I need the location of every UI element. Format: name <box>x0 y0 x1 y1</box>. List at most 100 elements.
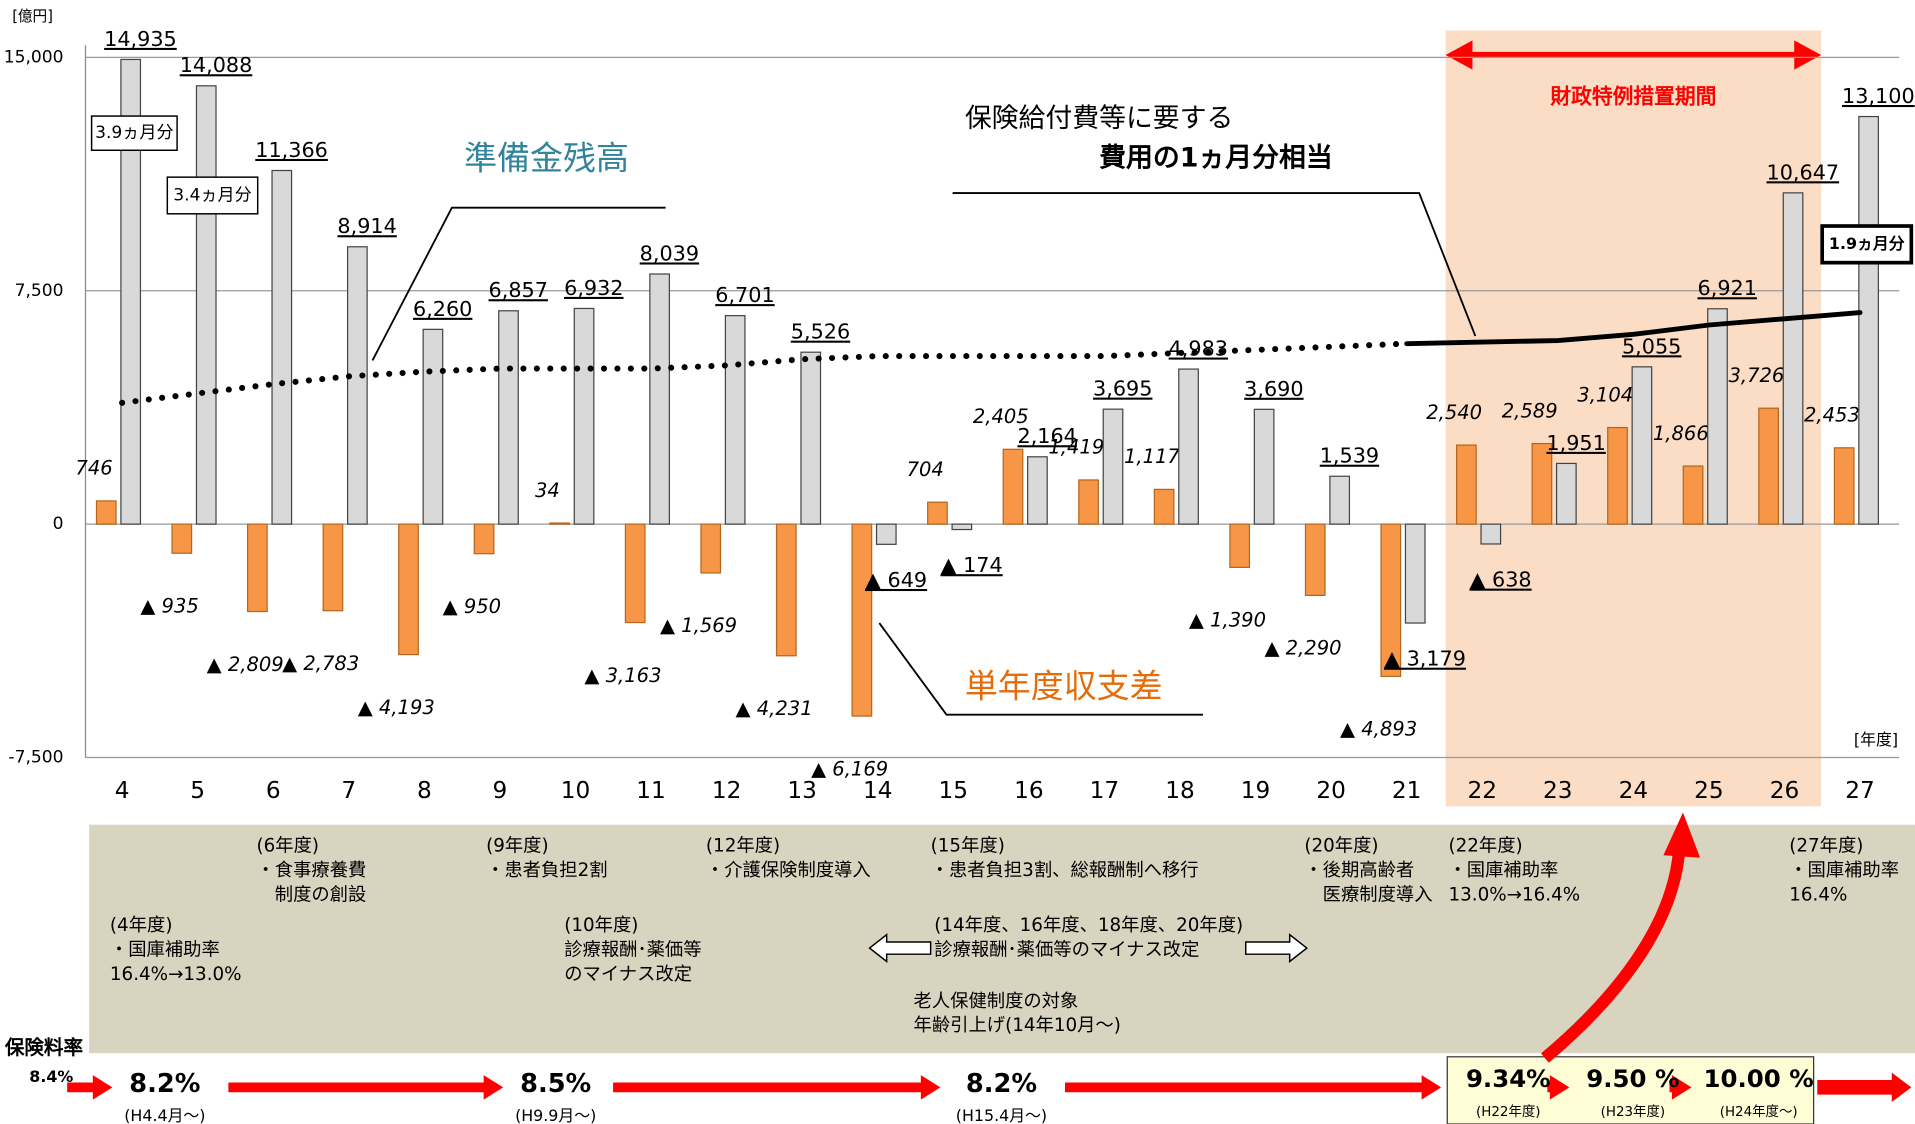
bar <box>700 523 722 574</box>
value-label: ▲ 4,231 <box>736 697 813 720</box>
value-label: 1,951 <box>1546 431 1605 455</box>
x-tick-label: 13 <box>787 777 817 804</box>
x-tick-label: 6 <box>266 777 281 804</box>
x-tick-label: 5 <box>190 777 205 804</box>
series-label: 準備金残高 <box>464 139 629 178</box>
bar <box>800 351 822 525</box>
value-label: 746 <box>75 457 112 480</box>
series-label: 単年度収支差 <box>965 666 1163 705</box>
bar <box>195 85 217 525</box>
period-label: 財政特例措置期間 <box>1550 85 1716 109</box>
rate-value: 9.50 % <box>1586 1064 1679 1093</box>
bar <box>1758 407 1779 525</box>
y-tick-label: 15,000 <box>4 47 64 67</box>
value-label: 1,866 <box>1653 422 1709 445</box>
bar <box>549 522 571 525</box>
bar <box>1858 115 1879 525</box>
value-label: 2,453 <box>1804 404 1860 427</box>
note-text: (9年度) <box>486 836 549 857</box>
note-text: ・患者負担3割、総報酬制へ移行 <box>931 860 1199 881</box>
note-text: 13.0%→16.4% <box>1448 885 1580 906</box>
bar <box>1555 462 1577 525</box>
x-tick-label: 24 <box>1619 777 1649 804</box>
value-label: 704 <box>907 458 944 481</box>
bar <box>498 310 519 525</box>
bar <box>1631 366 1653 525</box>
value-label: 2,589 <box>1502 399 1558 422</box>
bar <box>1253 408 1275 525</box>
bar <box>346 246 368 525</box>
rate-value: 9.34% <box>1466 1064 1551 1093</box>
value-label: 2,540 <box>1426 401 1482 424</box>
rate-arrow <box>67 1075 113 1100</box>
bar <box>1027 456 1048 525</box>
note-text: (10年度) <box>564 915 638 936</box>
month-box-label: 1.9ヵ月分 <box>1829 234 1905 253</box>
rate-arrow <box>1064 1075 1442 1100</box>
line-label: 保険給付費等に要する <box>965 103 1234 134</box>
bar <box>1607 426 1628 525</box>
rate-arrow <box>1669 1075 1692 1100</box>
note-text: 診療報酬･薬価等のマイナス改定 <box>934 940 1199 961</box>
value-label: ▲ 6,169 <box>811 757 888 780</box>
bar <box>322 523 344 612</box>
value-label: 1,539 <box>1320 444 1379 468</box>
rate-period: (H15.4月～) <box>956 1106 1047 1124</box>
bar <box>927 501 948 525</box>
note-text: (22年度) <box>1448 836 1522 857</box>
value-label: 5,055 <box>1622 334 1681 358</box>
note-text: 16.4% <box>1789 885 1847 906</box>
value-label: 6,260 <box>413 297 472 321</box>
bar <box>851 523 873 717</box>
value-label: 14,088 <box>180 53 253 77</box>
rate-period: (H23年度) <box>1601 1104 1665 1120</box>
note-text: ・患者負担2割 <box>486 860 608 881</box>
value-label: 3,104 <box>1577 383 1633 406</box>
x-tick-label: 17 <box>1090 777 1120 804</box>
bar <box>1178 368 1199 525</box>
bar <box>1078 479 1099 525</box>
month-box <box>166 176 259 215</box>
bar <box>1304 523 1326 596</box>
note-text: ・国庫補助率 <box>1448 860 1558 881</box>
bar <box>271 169 293 525</box>
value-label: ▲ 4,893 <box>1340 718 1417 741</box>
value-label: 1,117 <box>1124 445 1180 468</box>
x-tick-label: 7 <box>341 777 356 804</box>
month-box <box>1820 224 1914 265</box>
curved-arrow <box>1541 848 1686 1063</box>
x-tick-label: 20 <box>1316 777 1346 804</box>
x-tick-label: 16 <box>1014 777 1044 804</box>
rate-value: 10.00 % <box>1704 1064 1814 1093</box>
note-text: ・食事療養費 <box>256 860 366 881</box>
value-label: ▲ 935 <box>140 594 199 617</box>
y-tick-label: 0 <box>53 514 64 534</box>
rate-arrow <box>1547 1075 1570 1100</box>
month-box-label: 3.4ヵ月分 <box>173 185 251 205</box>
x-tick-label: 19 <box>1241 777 1271 804</box>
line-series <box>119 340 1410 406</box>
line-label: 費用の1ヵ月分相当 <box>1099 142 1333 173</box>
premium-initial: 8.4% <box>29 1067 73 1086</box>
note-text: ・介護保険制度導入 <box>706 860 871 881</box>
value-label: ▲ 638 <box>1469 568 1531 592</box>
value-label: ▲ 3,163 <box>584 664 661 687</box>
bar <box>649 273 670 525</box>
note-text: (20年度) <box>1304 836 1378 857</box>
premium-label: 保険料率 <box>4 1036 83 1059</box>
bar <box>246 523 268 613</box>
value-label: ▲ 1,390 <box>1189 609 1266 632</box>
value-label: 8,914 <box>337 214 396 238</box>
bar <box>1531 442 1553 525</box>
value-label: ▲ 3,179 <box>1384 647 1466 671</box>
note-text: (6年度) <box>256 836 319 857</box>
note-text: 制度の創設 <box>256 885 366 906</box>
bar <box>1404 523 1426 624</box>
x-tick-label: 27 <box>1845 777 1875 804</box>
note-text: (15年度) <box>931 836 1005 857</box>
note-text: (27年度) <box>1789 836 1863 857</box>
value-label: 3,690 <box>1244 377 1303 401</box>
leader-line <box>878 622 1203 716</box>
